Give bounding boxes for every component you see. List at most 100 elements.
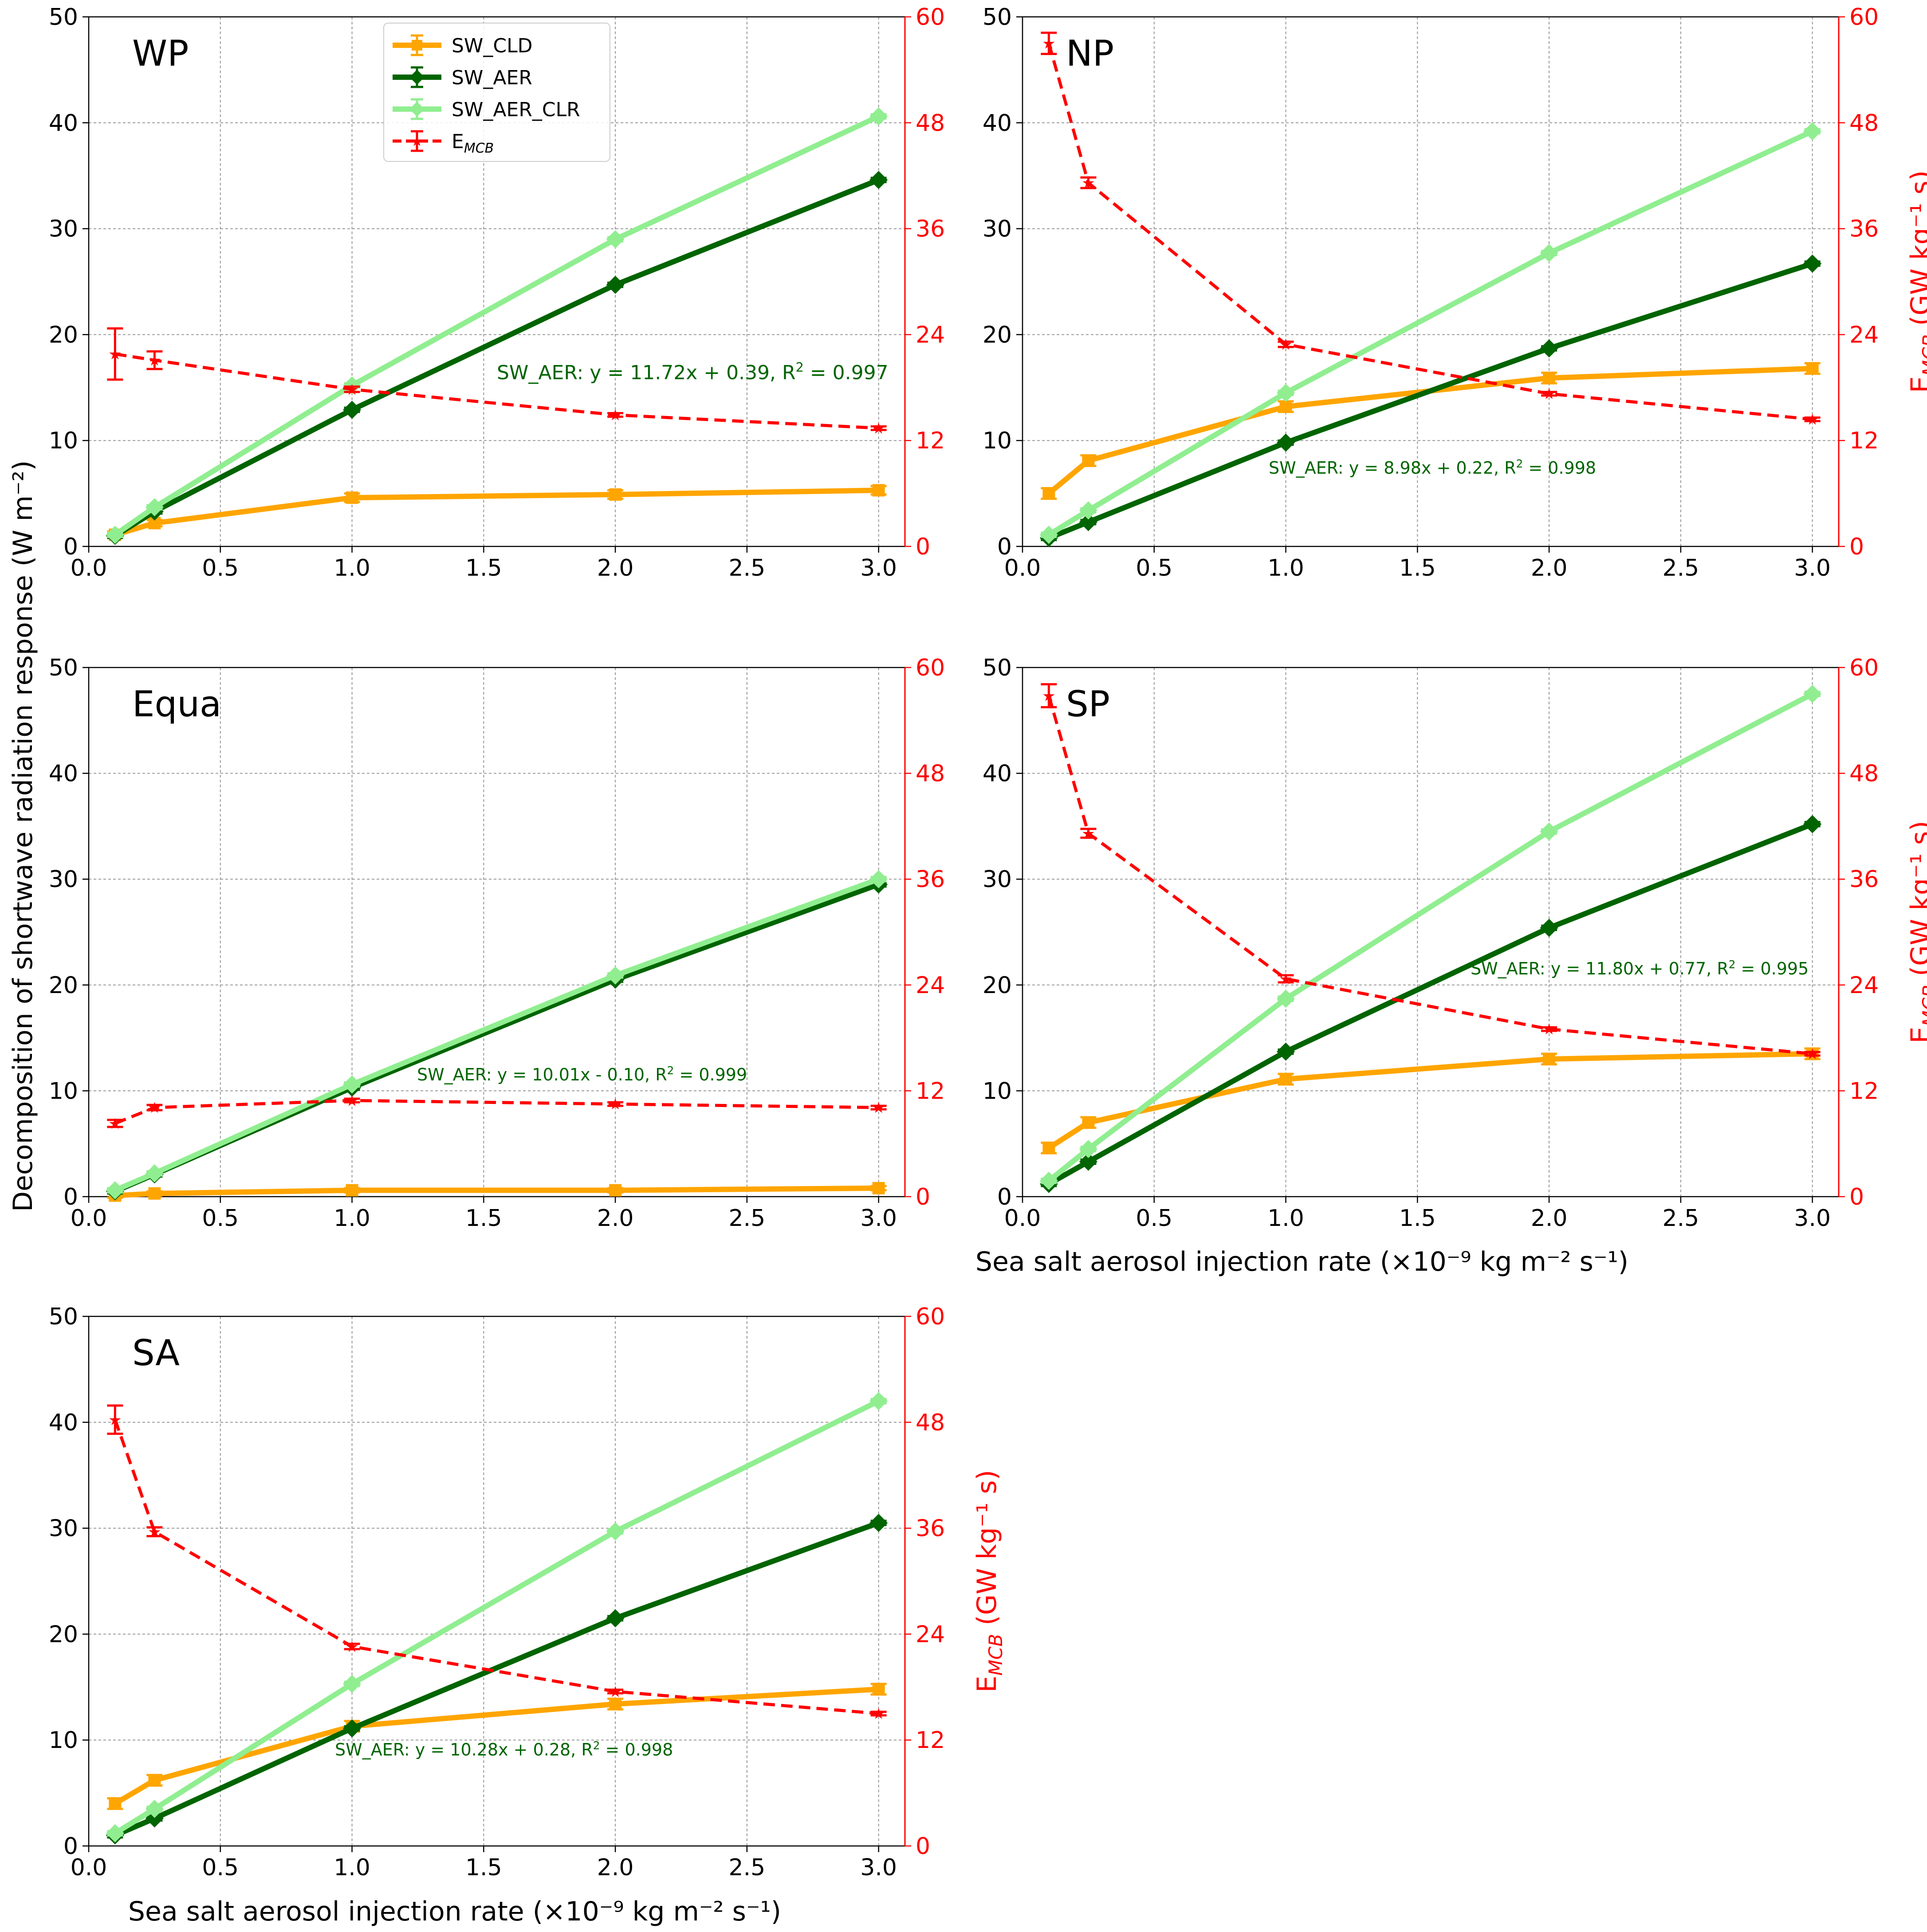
y-tick-label: 20 — [49, 972, 78, 999]
regression-annotation: SW_AER: y = 10.28x + 0.28, R2 = 0.998 — [335, 1739, 673, 1760]
y-tick-label: 10 — [49, 428, 78, 454]
data-point — [606, 230, 625, 248]
panel-wp: 0.0 0.5 1.0 1.5 2.0 2.5 3.0 0 10 20 30 40 50 0 12 24 36 4… — [49, 4, 945, 581]
data-point — [1079, 501, 1097, 520]
y-tick-label: 40 — [983, 110, 1012, 137]
plot-frame — [88, 667, 906, 1198]
series-line — [114, 487, 879, 538]
series-line — [1048, 261, 1813, 541]
data-point: ★ — [148, 1099, 161, 1117]
data-point: ★ — [1042, 687, 1055, 705]
y2-tick-label: 24 — [916, 972, 945, 999]
data-point — [343, 1075, 362, 1094]
data-point — [346, 491, 358, 504]
data-point — [1082, 454, 1095, 467]
data-point — [343, 1719, 362, 1738]
panel-sp: 0.0 0.5 1.0 1.5 2.0 2.5 3.0 0 10 20 30 40 50 0 12 24 36 4… — [983, 655, 1927, 1232]
series-sw-cld — [1041, 362, 1821, 500]
y2-tick-label: 48 — [916, 761, 945, 787]
y2-tick-label: 24 — [1849, 322, 1879, 348]
y-tick-label: 30 — [49, 1516, 78, 1542]
y2-tick-label: 60 — [916, 655, 945, 681]
x-tick-label: 3.0 — [1794, 555, 1831, 581]
y2-tick-label: 0 — [916, 1184, 930, 1210]
legend: SW_CLD SW_AER SW_AER_CLR ★ EMCB — [383, 23, 610, 162]
y2-tick-label: 36 — [916, 1516, 945, 1542]
x-tick-label: 3.0 — [860, 1854, 897, 1881]
y2-tick-label: 12 — [916, 1727, 945, 1754]
data-point — [606, 1522, 625, 1541]
x-tick-label: 3.0 — [860, 1205, 897, 1232]
panel-title: NP — [1066, 33, 1114, 74]
x-tick-label: 1.5 — [465, 555, 502, 581]
y2-tick-label: 60 — [1849, 655, 1879, 681]
data-point — [148, 1774, 161, 1787]
x-tick-label: 0.5 — [1136, 555, 1172, 581]
data-point — [1042, 487, 1055, 500]
y2-tick-label: 60 — [1849, 4, 1879, 31]
x-tick-label: 3.0 — [860, 555, 897, 581]
data-point — [346, 1184, 358, 1197]
y-tick-label: 20 — [983, 322, 1012, 348]
regression-annotation: SW_AER: y = 11.72x + 0.39, R2 = 0.997 — [497, 360, 889, 384]
data-point — [1803, 685, 1822, 703]
y2-tick-label: 0 — [916, 1833, 930, 1860]
data-point — [1279, 400, 1292, 413]
x-tick-label: 1.5 — [1399, 555, 1436, 581]
data-point — [145, 1164, 164, 1183]
series-line — [114, 1398, 880, 1836]
xlabel-sp: Sea salt aerosol injection rate (×10⁻⁹ k… — [975, 1246, 1628, 1277]
x-tick-label: 2.0 — [1531, 555, 1568, 581]
y-tick-label: 40 — [49, 1410, 78, 1436]
data-point: ★ — [609, 406, 622, 424]
x-tick-label: 2.0 — [1531, 1205, 1568, 1232]
data-point: ★ — [1542, 385, 1556, 403]
y-tick-label: 0 — [997, 1184, 1012, 1210]
series-sw-aer-clr — [1039, 122, 1822, 544]
x-tick-label: 0.5 — [202, 1205, 239, 1232]
data-point — [1543, 372, 1556, 385]
data-point: ★ — [1042, 35, 1055, 53]
legend-item-sw-aer: SW_AER — [393, 66, 532, 89]
x-tick-label: 0.5 — [1136, 1205, 1172, 1232]
x-tick-label: 1.0 — [334, 555, 370, 581]
panels: 0.0 0.5 1.0 1.5 2.0 2.5 3.0 0 10 20 30 40 50 0 12 24 36 4… — [49, 4, 1927, 1881]
y-tick-label: 0 — [997, 534, 1012, 560]
data-point — [1540, 822, 1558, 841]
y-tick-label: 50 — [983, 4, 1012, 31]
data-point — [1803, 254, 1822, 273]
x-tick-label: 0.0 — [71, 1205, 107, 1232]
y2-tick-label: 48 — [1849, 110, 1879, 137]
data-point — [1540, 919, 1558, 937]
series-sw-aer — [1039, 254, 1822, 547]
x-tick-label: 2.5 — [1663, 1205, 1699, 1232]
legend-marker — [409, 70, 425, 85]
data-point — [606, 275, 625, 294]
data-point — [609, 1184, 622, 1197]
y-tick-label: 20 — [983, 972, 1012, 999]
series-line — [115, 1185, 879, 1198]
data-point — [106, 1824, 124, 1842]
x-tick-label: 2.0 — [597, 555, 634, 581]
data-point: ★ — [872, 1705, 885, 1723]
data-point: ★ — [148, 1524, 161, 1541]
data-point: ★ — [1542, 1021, 1556, 1038]
data-point — [872, 1683, 885, 1696]
y-tick-label: 40 — [983, 761, 1012, 787]
data-point — [343, 1675, 362, 1693]
x-tick-label: 1.5 — [465, 1854, 502, 1881]
xlabel-sa: Sea salt aerosol injection rate (×10⁻⁹ k… — [128, 1896, 781, 1927]
data-point: ★ — [872, 1099, 885, 1117]
y2-tick-label: 48 — [916, 1410, 945, 1436]
data-point — [1543, 1052, 1556, 1065]
x-tick-label: 1.0 — [1267, 555, 1304, 581]
y-tick-label: 50 — [49, 655, 78, 681]
y2-tick-label: 12 — [1849, 428, 1879, 454]
series-sw-aer — [106, 1514, 888, 1845]
data-point — [609, 488, 622, 501]
right-ylabel: EMCB (GW kg⁻¹ s) — [1905, 821, 1927, 1044]
y-tick-label: 20 — [49, 322, 78, 348]
data-point — [606, 966, 625, 985]
panel-title: SA — [132, 1332, 180, 1374]
